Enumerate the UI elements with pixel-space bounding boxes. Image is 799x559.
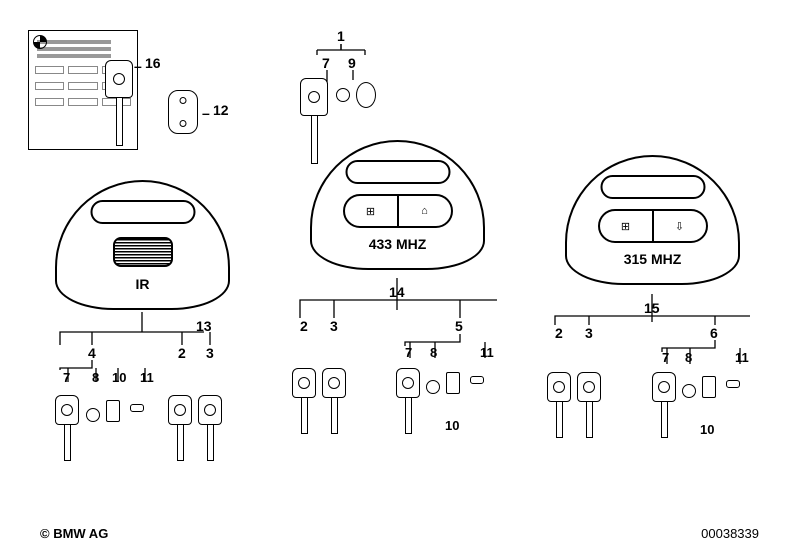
leader-lines bbox=[0, 0, 799, 559]
parts-diagram: – 16 – 12 IR ⊞ ⌂ 433 MHZ ⊞ ⇩ 315 MHZ 13 … bbox=[0, 0, 799, 559]
copyright: © BMW AG bbox=[40, 526, 108, 541]
diagram-id: 00038339 bbox=[701, 526, 759, 541]
